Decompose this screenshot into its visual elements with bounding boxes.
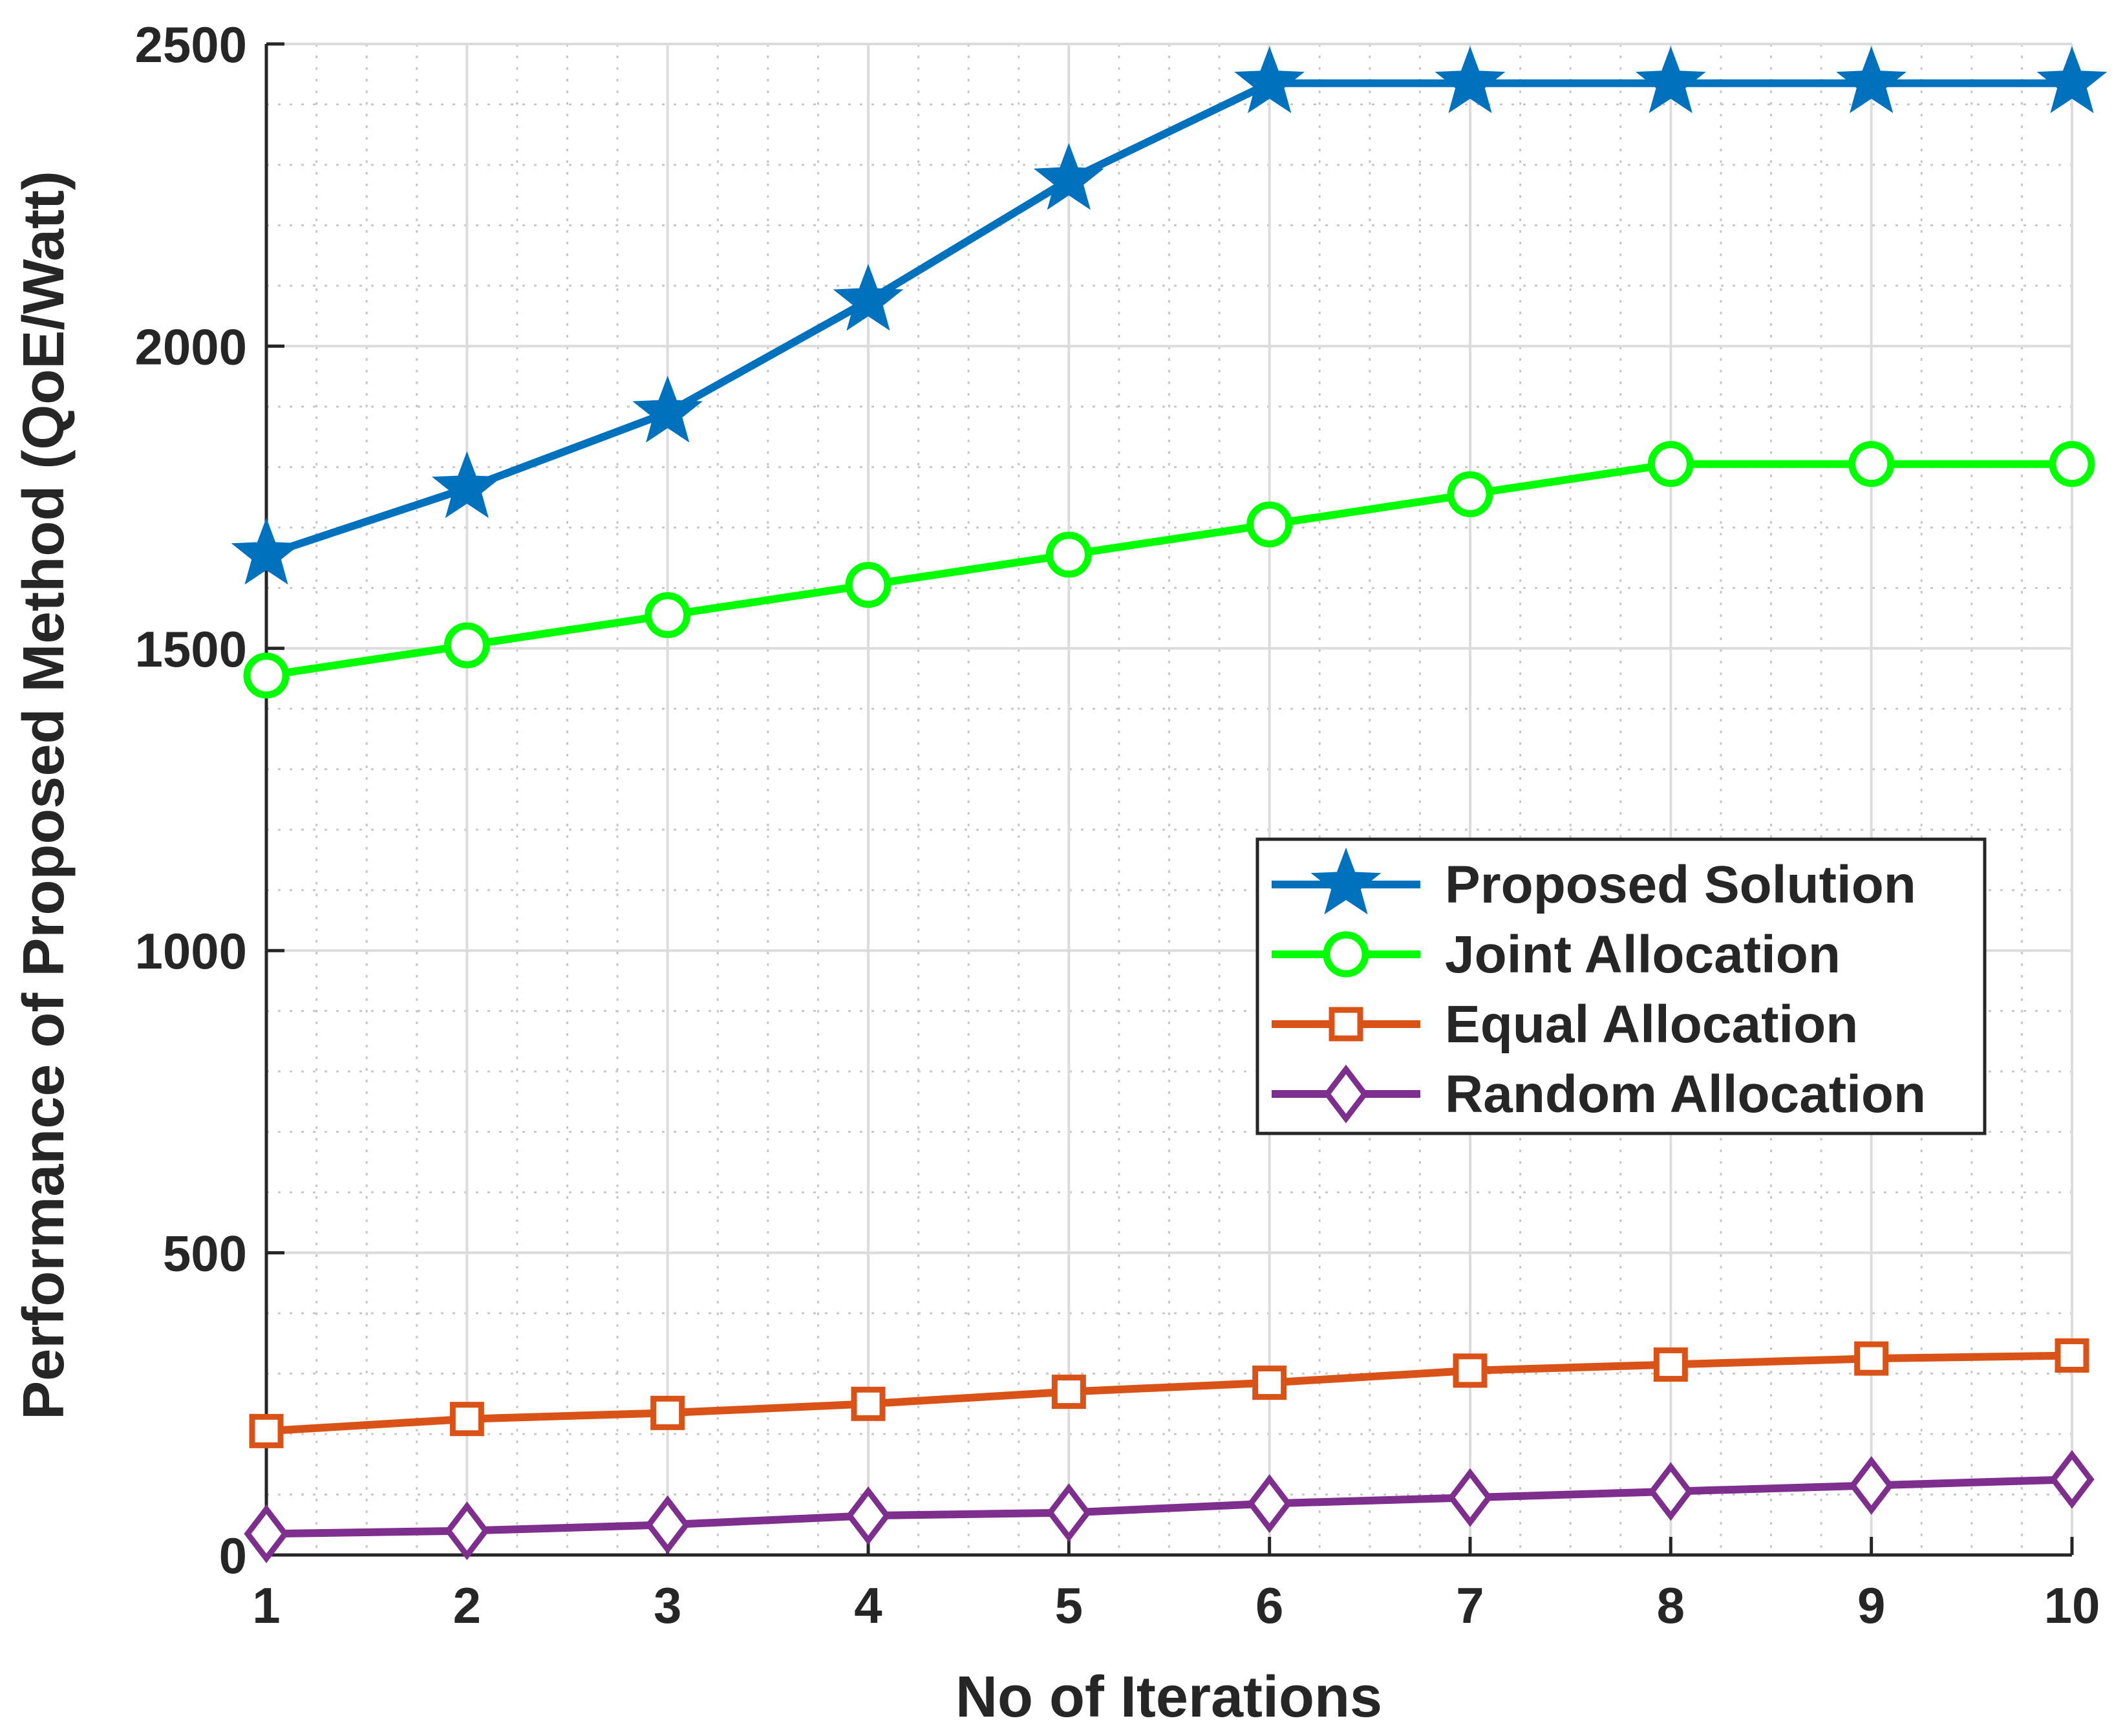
series-square: [249, 1338, 2089, 1448]
data-point-circle: [1045, 531, 1092, 578]
x-tick-label: 4: [854, 1577, 882, 1634]
data-point-circle: [1323, 931, 1369, 978]
data-point-square: [1051, 1375, 1086, 1409]
data-point-square: [449, 1402, 484, 1437]
data-point-circle: [1246, 501, 1293, 548]
series-diamond: [244, 1450, 2095, 1563]
y-tick-label: 0: [219, 1527, 247, 1584]
data-point-circle: [243, 652, 290, 699]
data-point-diamond: [1648, 1462, 1693, 1521]
y-tick-label: 500: [163, 1225, 247, 1282]
legend: Proposed Solution Joint Allocation Equal A…: [1255, 837, 1987, 1135]
data-point-square: [2055, 1338, 2089, 1373]
x-tick-label: 9: [1857, 1577, 1885, 1634]
data-point-diamond: [244, 1504, 289, 1563]
tick-labels: 1 2 3 4 5 6 7 8 9 10 0 500 1000 1500 2000 2500: [134, 16, 2100, 1634]
legend-label: Proposed Solution: [1445, 855, 1916, 914]
x-tick-label: 5: [1055, 1577, 1083, 1634]
x-axis-title: No of Iterations: [956, 1665, 1382, 1730]
series-line: [266, 1351, 2073, 1435]
axes: [264, 42, 2074, 1557]
data-point-diamond: [1447, 1468, 1493, 1527]
legend-entry: Random Allocation: [1272, 1064, 1926, 1124]
data-point-diamond: [1323, 1064, 1369, 1124]
legend-label: Joint Allocation: [1445, 925, 1841, 984]
y-tick-label: 2500: [134, 16, 247, 73]
data-point-circle: [845, 562, 892, 608]
data-point-diamond: [444, 1501, 489, 1561]
data-point-star: [1034, 143, 1104, 210]
data-point-circle: [1447, 471, 1493, 517]
series-star: [231, 46, 2108, 585]
data-point-square: [851, 1386, 886, 1421]
data-point-square: [249, 1413, 284, 1448]
y-axis-title: Performance of Proposed Method (QoE/Watt…: [12, 171, 76, 1420]
data-point-star: [1310, 847, 1382, 915]
data-point-square: [1653, 1347, 1688, 1382]
data-point-star: [632, 376, 703, 443]
data-point-star: [1636, 46, 1706, 113]
x-tick-label: 7: [1456, 1577, 1484, 1634]
data-point-square: [1453, 1353, 1488, 1388]
x-tick-label: 1: [252, 1577, 280, 1634]
data-point-square: [1329, 1007, 1363, 1042]
data-point-diamond: [1046, 1483, 1091, 1542]
data-point-circle: [443, 622, 490, 669]
series-line: [266, 460, 2072, 680]
data-point-star: [2036, 46, 2108, 113]
x-tick-label: 6: [1255, 1577, 1283, 1634]
data-point-star: [1435, 46, 1506, 113]
data-point-circle: [1647, 441, 1694, 488]
y-tick-label: 1000: [134, 923, 247, 980]
series-line: [265, 79, 2072, 559]
series-line: [266, 1475, 2073, 1538]
data-point-star: [833, 264, 904, 331]
x-tick-label: 3: [654, 1577, 681, 1634]
data-point-square: [1854, 1341, 1889, 1376]
data-point-circle: [645, 592, 691, 638]
data-point-star: [432, 451, 502, 519]
data-point-circle: [2049, 441, 2095, 488]
data-point-diamond: [645, 1495, 690, 1554]
y-tick-label: 1500: [134, 621, 247, 678]
legend-entry: Joint Allocation: [1272, 925, 1841, 984]
data-point-star: [231, 517, 302, 585]
data-point-diamond: [2049, 1450, 2095, 1509]
legend-label: Random Allocation: [1445, 1065, 1926, 1124]
data-point-square: [650, 1395, 685, 1430]
legend-entry: Equal Allocation: [1272, 995, 1858, 1054]
legend-entry: Proposed Solution: [1272, 847, 1916, 915]
data-point-circle: [1848, 441, 1895, 488]
data-point-square: [1252, 1366, 1287, 1400]
series-layer: [231, 46, 2108, 1563]
x-tick-label: 8: [1657, 1577, 1685, 1634]
x-tick-label: 10: [2044, 1577, 2100, 1634]
y-tick-label: 2000: [134, 318, 247, 375]
legend-label: Equal Allocation: [1445, 995, 1858, 1054]
data-point-star: [1234, 46, 1305, 113]
data-point-diamond: [1849, 1456, 1894, 1515]
series-circle: [243, 441, 2095, 699]
data-point-diamond: [1247, 1474, 1292, 1533]
data-point-diamond: [846, 1486, 891, 1545]
data-point-star: [1836, 46, 1906, 113]
x-tick-label: 2: [453, 1577, 481, 1634]
